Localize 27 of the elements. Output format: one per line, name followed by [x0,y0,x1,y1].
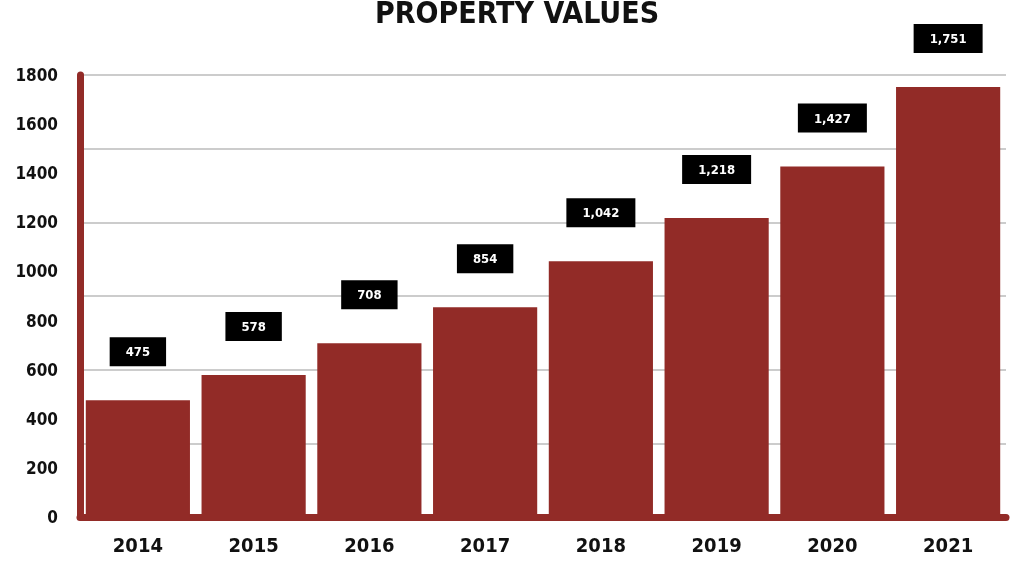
y-tick-label: 400 [26,408,58,429]
x-tick-label: 2020 [807,533,858,557]
y-tick-label: 600 [26,359,58,380]
x-tick-label: 2018 [575,533,626,557]
x-tick-label: 2019 [691,533,742,557]
chart-title: PROPERTY VALUES [374,0,660,30]
y-tick-label: 0 [47,507,58,527]
y-tick-label: 800 [26,310,58,331]
y-tick-label: 200 [26,457,58,478]
data-label: 1,751 [929,31,967,47]
y-tick-label: 1200 [15,212,58,233]
y-tick-label: 1400 [15,163,58,184]
y-tick-label: 1800 [15,65,58,85]
x-tick-label: 2014 [112,533,163,557]
data-label: 475 [125,344,151,360]
y-tick-label: 1000 [15,261,58,282]
x-tick-label: 2017 [460,533,511,557]
data-label: 854 [472,251,498,267]
x-tick-label: 2015 [228,533,279,557]
x-tick-label: 2021 [923,533,974,557]
data-label: 1,042 [582,205,620,221]
x-tick-label: 2016 [344,533,395,557]
y-tick-label: 1600 [15,114,58,135]
data-label: 1,218 [698,161,736,177]
data-label: 578 [241,319,266,335]
data-label: 708 [357,287,382,303]
data-label: 1,427 [813,110,851,126]
